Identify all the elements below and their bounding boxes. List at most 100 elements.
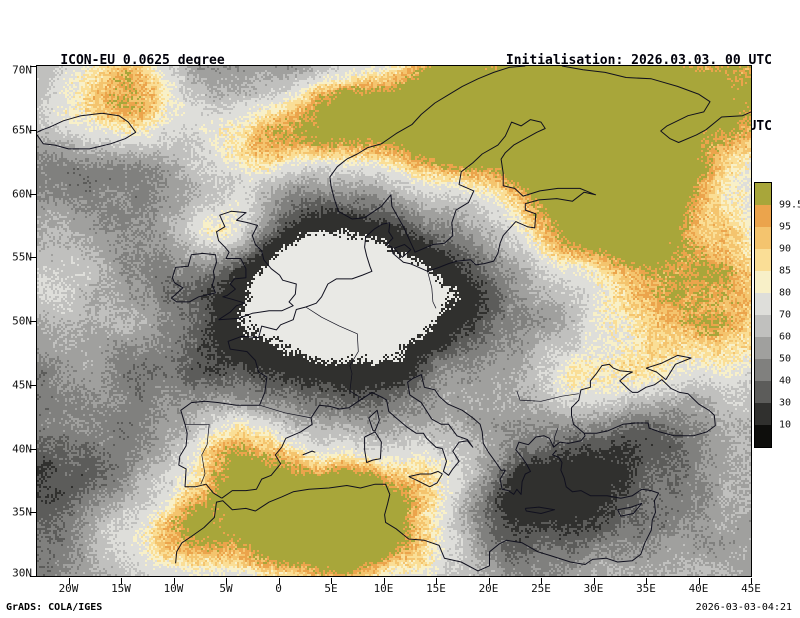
- coastline-path: [302, 450, 316, 456]
- lon-tick-mark: [698, 578, 700, 584]
- country-border-path: [516, 390, 579, 402]
- lon-tick-label: 10W: [163, 582, 184, 595]
- coastline-path: [216, 210, 297, 321]
- lon-tick-label: 5E: [324, 582, 338, 595]
- legend-tick-label: 50: [779, 353, 792, 365]
- lon-tick-mark: [436, 578, 437, 584]
- legend-color-step: [755, 249, 771, 271]
- coastline-path: [393, 244, 412, 258]
- lon-tick-mark: [278, 578, 280, 584]
- initialisation-text: Initialisation: 2026.03.03. 00 UTC: [505, 53, 772, 68]
- coastline-path: [524, 506, 556, 514]
- legend-tick-label: 95: [779, 221, 792, 233]
- lon-tick-label: 30E: [583, 582, 604, 595]
- lon-tick-mark: [121, 578, 122, 584]
- lat-tick-label: 40N: [12, 442, 32, 455]
- coastline-path: [368, 409, 380, 432]
- legend-color-step: [755, 403, 771, 425]
- coastline-path: [178, 66, 597, 499]
- lat-tick-mark: [30, 66, 36, 67]
- lat-tick-mark: [30, 576, 36, 577]
- legend-tick-label: 85: [779, 265, 792, 277]
- country-border-path: [553, 427, 559, 448]
- lon-tick-mark: [593, 578, 595, 584]
- lat-tick-label: 50N: [12, 314, 32, 328]
- legend-tick-label: 99.5: [779, 199, 800, 211]
- lat-tick-mark: [30, 384, 36, 386]
- lon-tick-label: 5W: [219, 582, 233, 595]
- coastline-path: [561, 66, 751, 143]
- legend-tick-label: 10: [779, 419, 792, 431]
- legend-color-step: [755, 183, 771, 205]
- coastline-path: [221, 374, 586, 499]
- lat-tick-mark: [30, 193, 36, 195]
- lat-tick-label: 65N: [12, 123, 32, 137]
- lon-tick-mark: [751, 578, 752, 584]
- country-border-path: [259, 404, 312, 419]
- legend-tick-label: 90: [779, 243, 792, 255]
- cloud-cover-raster: [37, 66, 751, 576]
- lon-tick-label: 0: [275, 582, 282, 595]
- coastline-path: [408, 470, 443, 488]
- lat-tick-mark: [30, 257, 36, 259]
- lat-tick-label: 45N: [12, 378, 32, 392]
- coastline-path: [364, 431, 382, 463]
- legend-color-step: [755, 337, 771, 359]
- color-legend: 99.5 95 90 85 80 70 60 50 40 30 10: [754, 182, 800, 448]
- coastline-path: [170, 252, 217, 303]
- lon-tick-label: 35E: [636, 582, 656, 595]
- coastline-overlay: [37, 66, 751, 572]
- country-border-path: [305, 306, 359, 402]
- lat-tick-label: 70N: [12, 63, 32, 77]
- legend-color-step: [755, 359, 771, 381]
- map-plot-area: [36, 65, 752, 577]
- lat-tick-label: 55N: [12, 250, 32, 264]
- coastline-path: [645, 354, 692, 381]
- legend-tick-label: 30: [779, 397, 792, 409]
- lon-tick-mark: [331, 578, 332, 584]
- lon-tick-label: 40E: [688, 582, 709, 595]
- coastline-path: [37, 112, 137, 150]
- lon-tick-label: 25E: [531, 582, 551, 595]
- grads-credit: GrADS: COLA/IGES: [6, 602, 103, 613]
- lon-tick-label: 45E: [741, 582, 761, 595]
- legend-color-step: [755, 227, 771, 249]
- country-border-path: [185, 423, 210, 485]
- lat-tick-mark: [30, 321, 36, 322]
- model-title: ICON-EU 0.0625 degree: [60, 53, 225, 68]
- lon-tick-mark: [173, 578, 175, 584]
- legend-tick-label: 40: [779, 375, 792, 387]
- creation-timestamp: 2026-03-03-04:21: [695, 602, 792, 613]
- lat-tick-label: 30N: [12, 566, 32, 580]
- lon-tick-label: 20E: [478, 582, 499, 595]
- lon-tick-mark: [541, 578, 542, 584]
- lon-tick-mark: [646, 578, 647, 584]
- legend-color-step: [755, 315, 771, 337]
- lon-tick-mark: [68, 578, 70, 584]
- coastline-path: [617, 502, 643, 517]
- lat-tick-mark: [30, 512, 36, 514]
- coastline-path: [571, 363, 716, 437]
- legend-tick-label: 60: [779, 331, 792, 343]
- coastline-path: [175, 450, 660, 572]
- lon-tick-mark: [383, 578, 385, 584]
- legend-tick-label: 80: [779, 287, 792, 299]
- lat-tick-label: 60N: [12, 187, 32, 200]
- legend-color-step: [755, 425, 771, 447]
- country-border-path: [427, 271, 437, 309]
- legend-color-step: [755, 293, 771, 315]
- legend-tick-label: 70: [779, 309, 792, 321]
- legend-color-step: [755, 205, 771, 227]
- lat-tick-mark: [30, 129, 36, 131]
- lon-tick-label: 15W: [111, 582, 131, 595]
- lon-tick-label: 20W: [58, 582, 79, 595]
- lon-tick-label: 10E: [373, 582, 394, 595]
- legend-color-step: [755, 271, 771, 293]
- lat-tick-label: 35N: [12, 505, 32, 519]
- lon-tick-label: 15E: [426, 582, 446, 595]
- lon-tick-mark: [226, 578, 227, 584]
- legend-color-step: [755, 381, 771, 403]
- lon-tick-mark: [488, 578, 490, 584]
- lat-tick-mark: [30, 448, 36, 450]
